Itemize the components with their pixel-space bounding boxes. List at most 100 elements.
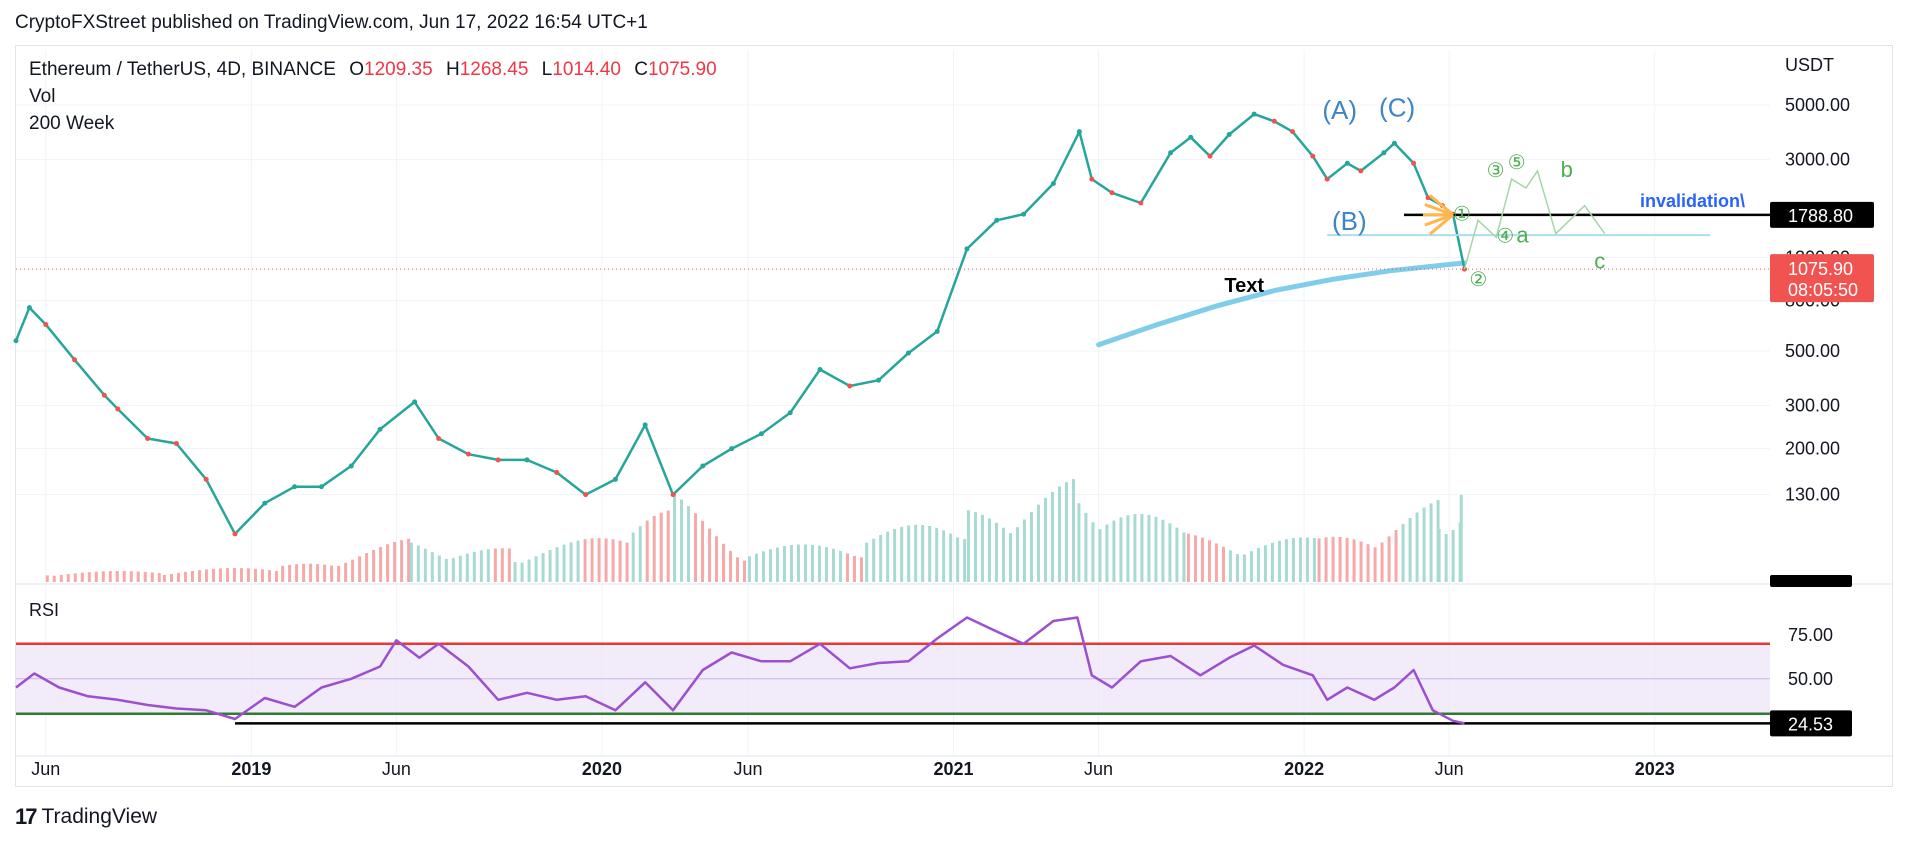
legend-close-value: 1075.90 (647, 59, 717, 80)
volume-bar (1387, 536, 1391, 582)
volume-bar (1338, 536, 1342, 582)
volume-bar (267, 570, 271, 582)
price-point (554, 469, 560, 475)
volume-bar (1214, 543, 1218, 582)
rsi-value-tag (1770, 710, 1852, 737)
volume-bar (754, 553, 758, 582)
price-point (1226, 131, 1232, 137)
volume-bar (400, 540, 404, 582)
volume-bar (458, 555, 462, 582)
wave-b-label: (B) (1332, 206, 1367, 236)
volume-bar (253, 568, 257, 582)
volume-bar (150, 572, 154, 582)
volume-bar (157, 573, 161, 582)
volume-bar (1352, 539, 1356, 582)
volume-bar (973, 512, 977, 582)
legend-low-value: 1014.40 (552, 59, 621, 80)
volume-bar (80, 572, 84, 582)
volume-bar (1147, 514, 1151, 582)
volume-bar (963, 539, 967, 582)
wave-2-label: ② (1469, 269, 1487, 291)
legend-high-label: H (445, 59, 460, 80)
volume-bar (1408, 518, 1412, 582)
volume-bar (1263, 545, 1267, 582)
volume-bar (323, 564, 327, 582)
rsi-title[interactable]: RSI (29, 600, 60, 620)
axes: 130.00200.00300.00500.00800.001200.00300… (31, 55, 1874, 779)
volume-bar (527, 559, 531, 582)
volume-bar (1001, 527, 1005, 582)
legend-close-label: C (634, 59, 648, 80)
volume-bar (232, 568, 236, 582)
price-point (1207, 153, 1213, 159)
wave-1-label: ① (1453, 203, 1471, 225)
volume-bar (1284, 539, 1288, 582)
legend-ma[interactable]: 200 Week (29, 113, 115, 134)
price-tick-label: 200.00 (1785, 439, 1840, 459)
volume-bar (1359, 541, 1363, 582)
volume-bar (295, 564, 299, 582)
volume-bar (1437, 528, 1441, 582)
volume-bar (143, 571, 147, 582)
time-tick-label: 2021 (933, 759, 973, 779)
volume-bar (1050, 491, 1054, 582)
volume-bar (838, 550, 842, 582)
volume-bar (1331, 536, 1335, 582)
volume-bar (1291, 538, 1295, 582)
price-point (173, 440, 179, 446)
volume-bar (824, 547, 828, 582)
fan-line (1429, 194, 1454, 216)
volume-bar (1077, 503, 1081, 582)
volume-bar (1207, 540, 1211, 582)
volume-bar (761, 551, 765, 582)
volume-bar (169, 573, 173, 582)
volume-bar (914, 524, 918, 582)
time-tick-label: Jun (1435, 759, 1464, 779)
tradingview-logo-icon: 17 (15, 804, 38, 829)
volume-bar (52, 575, 56, 582)
price-point (318, 484, 324, 490)
volume-bar (893, 528, 897, 582)
price-point (964, 246, 970, 252)
volume-bar (1098, 529, 1102, 582)
volume-bar (810, 544, 814, 582)
volume-bar (1221, 546, 1225, 582)
legend-vol[interactable]: Vol (29, 86, 56, 107)
volume-bar (94, 571, 98, 582)
volume-bar (1317, 538, 1321, 582)
brand[interactable]: 17 TradingView (15, 804, 157, 830)
volume-bar (886, 531, 890, 582)
price-point (1324, 176, 1330, 182)
invalidation-price-tag-text: 1788.80 (1788, 206, 1853, 226)
price-tick-label: 130.00 (1785, 485, 1840, 505)
volume-bar (1312, 538, 1316, 582)
price-point (1021, 211, 1027, 217)
volume-bar (365, 553, 369, 582)
volume-bar (548, 550, 552, 582)
volume-bar (1256, 548, 1260, 582)
volume-bar (274, 571, 278, 582)
volume-bar (852, 556, 856, 582)
price-point (232, 531, 238, 537)
volume-bar (87, 572, 91, 582)
volume-bar (66, 574, 70, 582)
price-line (14, 112, 1466, 536)
fan-line (1424, 203, 1454, 217)
legend-high-value: 1268.45 (459, 59, 529, 80)
volume-bar (534, 556, 538, 582)
volume-bar (638, 526, 642, 582)
volume-bar (493, 548, 497, 582)
price-point (612, 476, 618, 482)
volume-bar (1415, 512, 1419, 582)
volume-bar (218, 568, 222, 582)
wave-b-lower-label: b (1561, 157, 1573, 182)
volume-bar (980, 514, 984, 582)
invalidation-label: invalidation\ (1640, 191, 1745, 211)
volume-bar (729, 550, 733, 582)
wave-a-label: (A) (1322, 95, 1357, 125)
price-point (26, 305, 32, 311)
volume-bar (694, 513, 698, 582)
price-point (101, 392, 107, 398)
rsi-value-tag-text: 24.53 (1788, 714, 1833, 734)
